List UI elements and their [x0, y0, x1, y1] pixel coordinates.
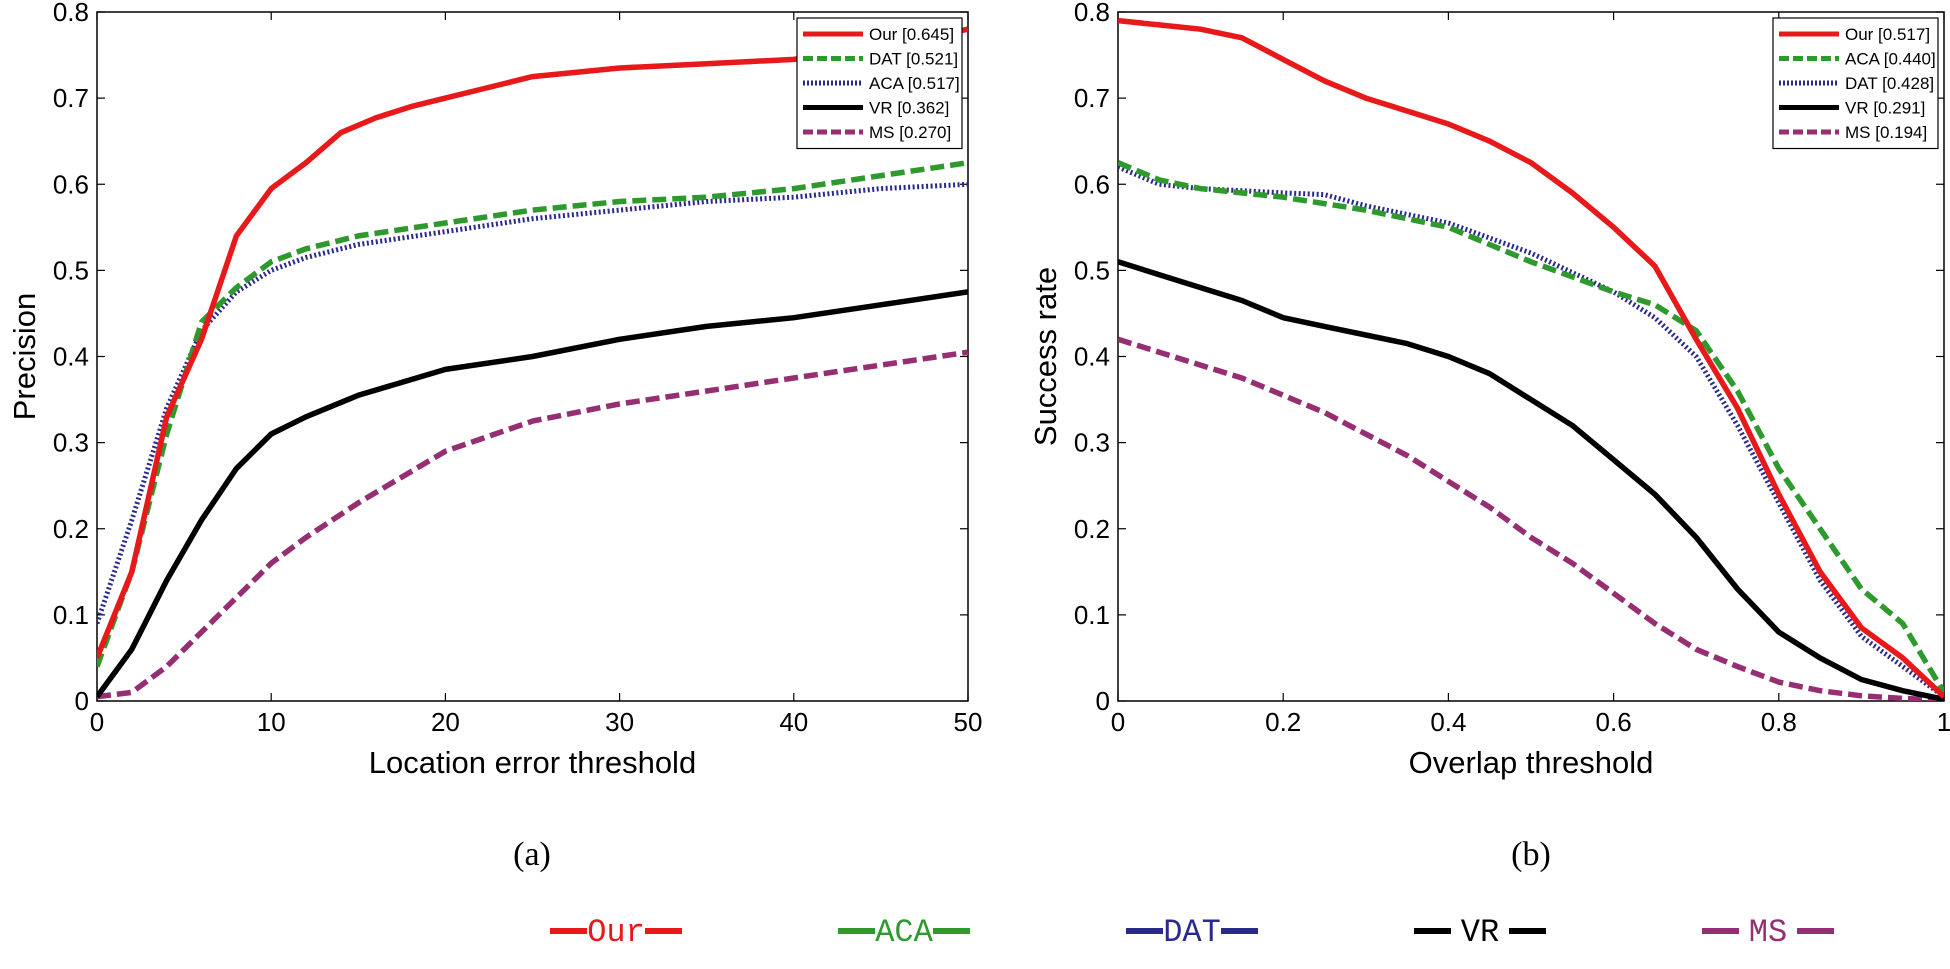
x-tick-label: 50 [954, 707, 983, 737]
series-line-vr [97, 289, 968, 699]
y-tick-label: 0.8 [53, 0, 89, 27]
bottom-legend-label-ms: MS [1749, 914, 1787, 951]
series-group [1118, 17, 1944, 701]
y-tick-label: 0.7 [53, 83, 89, 113]
legend-label-our: Our [0.517] [1845, 25, 1930, 44]
y-tick-label: 0.5 [53, 255, 89, 285]
series-group [97, 26, 968, 700]
x-tick-label: 10 [257, 707, 286, 737]
legend-label-dat: DAT [0.428] [1845, 74, 1934, 93]
y-tick-label: 0.1 [1074, 600, 1110, 630]
y-tick-label: 0.1 [53, 600, 89, 630]
legend-label-aca: ACA [0.517] [869, 74, 960, 93]
x-tick-label: 0 [1111, 707, 1125, 737]
bottom-legend-label-our: Our [587, 914, 645, 951]
x-tick-label: 0 [90, 707, 104, 737]
x-axis-label: Location error threshold [369, 745, 696, 780]
y-tick-label: 0.7 [1074, 83, 1110, 113]
y-tick-label: 0 [1096, 686, 1110, 716]
bottom-legend-label-bg [1451, 908, 1509, 950]
series-line-ms [1118, 336, 1944, 701]
y-tick-label: 0.3 [53, 428, 89, 458]
bottom-legend-label-dat: DAT [1163, 914, 1221, 951]
series-line-ms [97, 349, 968, 700]
x-tick-label: 0.4 [1430, 707, 1466, 737]
y-axis-label: Success rate [1028, 267, 1063, 446]
x-tick-label: 20 [431, 707, 460, 737]
legend-label-aca: ACA [0.440] [1845, 50, 1936, 69]
series-line-our [97, 26, 968, 659]
y-tick-label: 0 [75, 686, 89, 716]
panel-label: (b) [1511, 836, 1551, 873]
legend-label-our: Our [0.645] [869, 25, 954, 44]
legend: Our [0.517] ACA [0.440] DAT [0.428] VR [0.2… [1772, 17, 1939, 150]
y-tick-label: 0.4 [1074, 342, 1110, 372]
y-tick-label: 0.6 [1074, 169, 1110, 199]
y-tick-label: 0.5 [1074, 255, 1110, 285]
y-tick-label: 0.6 [53, 169, 89, 199]
x-tick-label: 0.6 [1596, 707, 1632, 737]
series-line-aca [97, 181, 968, 625]
y-tick-label: 0.3 [1074, 428, 1110, 458]
bottom-legend-label-bg [875, 908, 933, 950]
y-tick-label: 0.4 [53, 342, 89, 372]
panel-label: (a) [513, 836, 551, 873]
legend-label-ms: MS [0.270] [869, 123, 951, 142]
legend-label-vr: VR [0.291] [1845, 99, 1925, 118]
x-tick-label: 40 [779, 707, 808, 737]
bottom-legend-label-bg [587, 908, 645, 950]
legend-label-ms: MS [0.194] [1845, 123, 1927, 142]
series-line-dat [97, 159, 968, 668]
series-line-aca [1118, 160, 1944, 694]
chart-panel-a: 0 10 20 30 40 50 0 0.1 0.2 0.3 0.4 0.5 0.6 0.7 0.8 Loca… [7, 0, 982, 873]
y-axis-label: Precision [7, 293, 42, 421]
bottom-legend-label-bg [1739, 908, 1797, 950]
bottom-legend-label-vr: VR [1461, 914, 1499, 951]
series-line-our [1118, 17, 1944, 699]
bottom-legend: Our ACA DAT VR MS [550, 908, 1834, 951]
series-line-dat [1118, 164, 1944, 699]
y-tick-label: 0.2 [53, 514, 89, 544]
series-line-vr [1118, 259, 1944, 701]
bottom-legend-label-bg [1163, 908, 1221, 950]
x-tick-label: 30 [605, 707, 634, 737]
x-tick-label: 0.8 [1761, 707, 1797, 737]
y-tick-label: 0.2 [1074, 514, 1110, 544]
chart-panel-b: 0 0.2 0.4 0.6 0.8 1 0 0.1 0.2 0.3 0.4 0.5 0.6 0.7 0.8 O… [1028, 0, 1950, 873]
legend: Our [0.645] DAT [0.521] ACA [0.517] VR [0.3… [796, 17, 963, 150]
y-tick-label: 0.8 [1074, 0, 1110, 27]
legend-label-dat: DAT [0.521] [869, 50, 958, 69]
x-tick-label: 0.2 [1265, 707, 1301, 737]
x-axis-label: Overlap threshold [1409, 745, 1654, 780]
bottom-legend-label-aca: ACA [875, 914, 933, 951]
x-tick-label: 1 [1937, 707, 1950, 737]
legend-label-vr: VR [0.362] [869, 99, 949, 118]
